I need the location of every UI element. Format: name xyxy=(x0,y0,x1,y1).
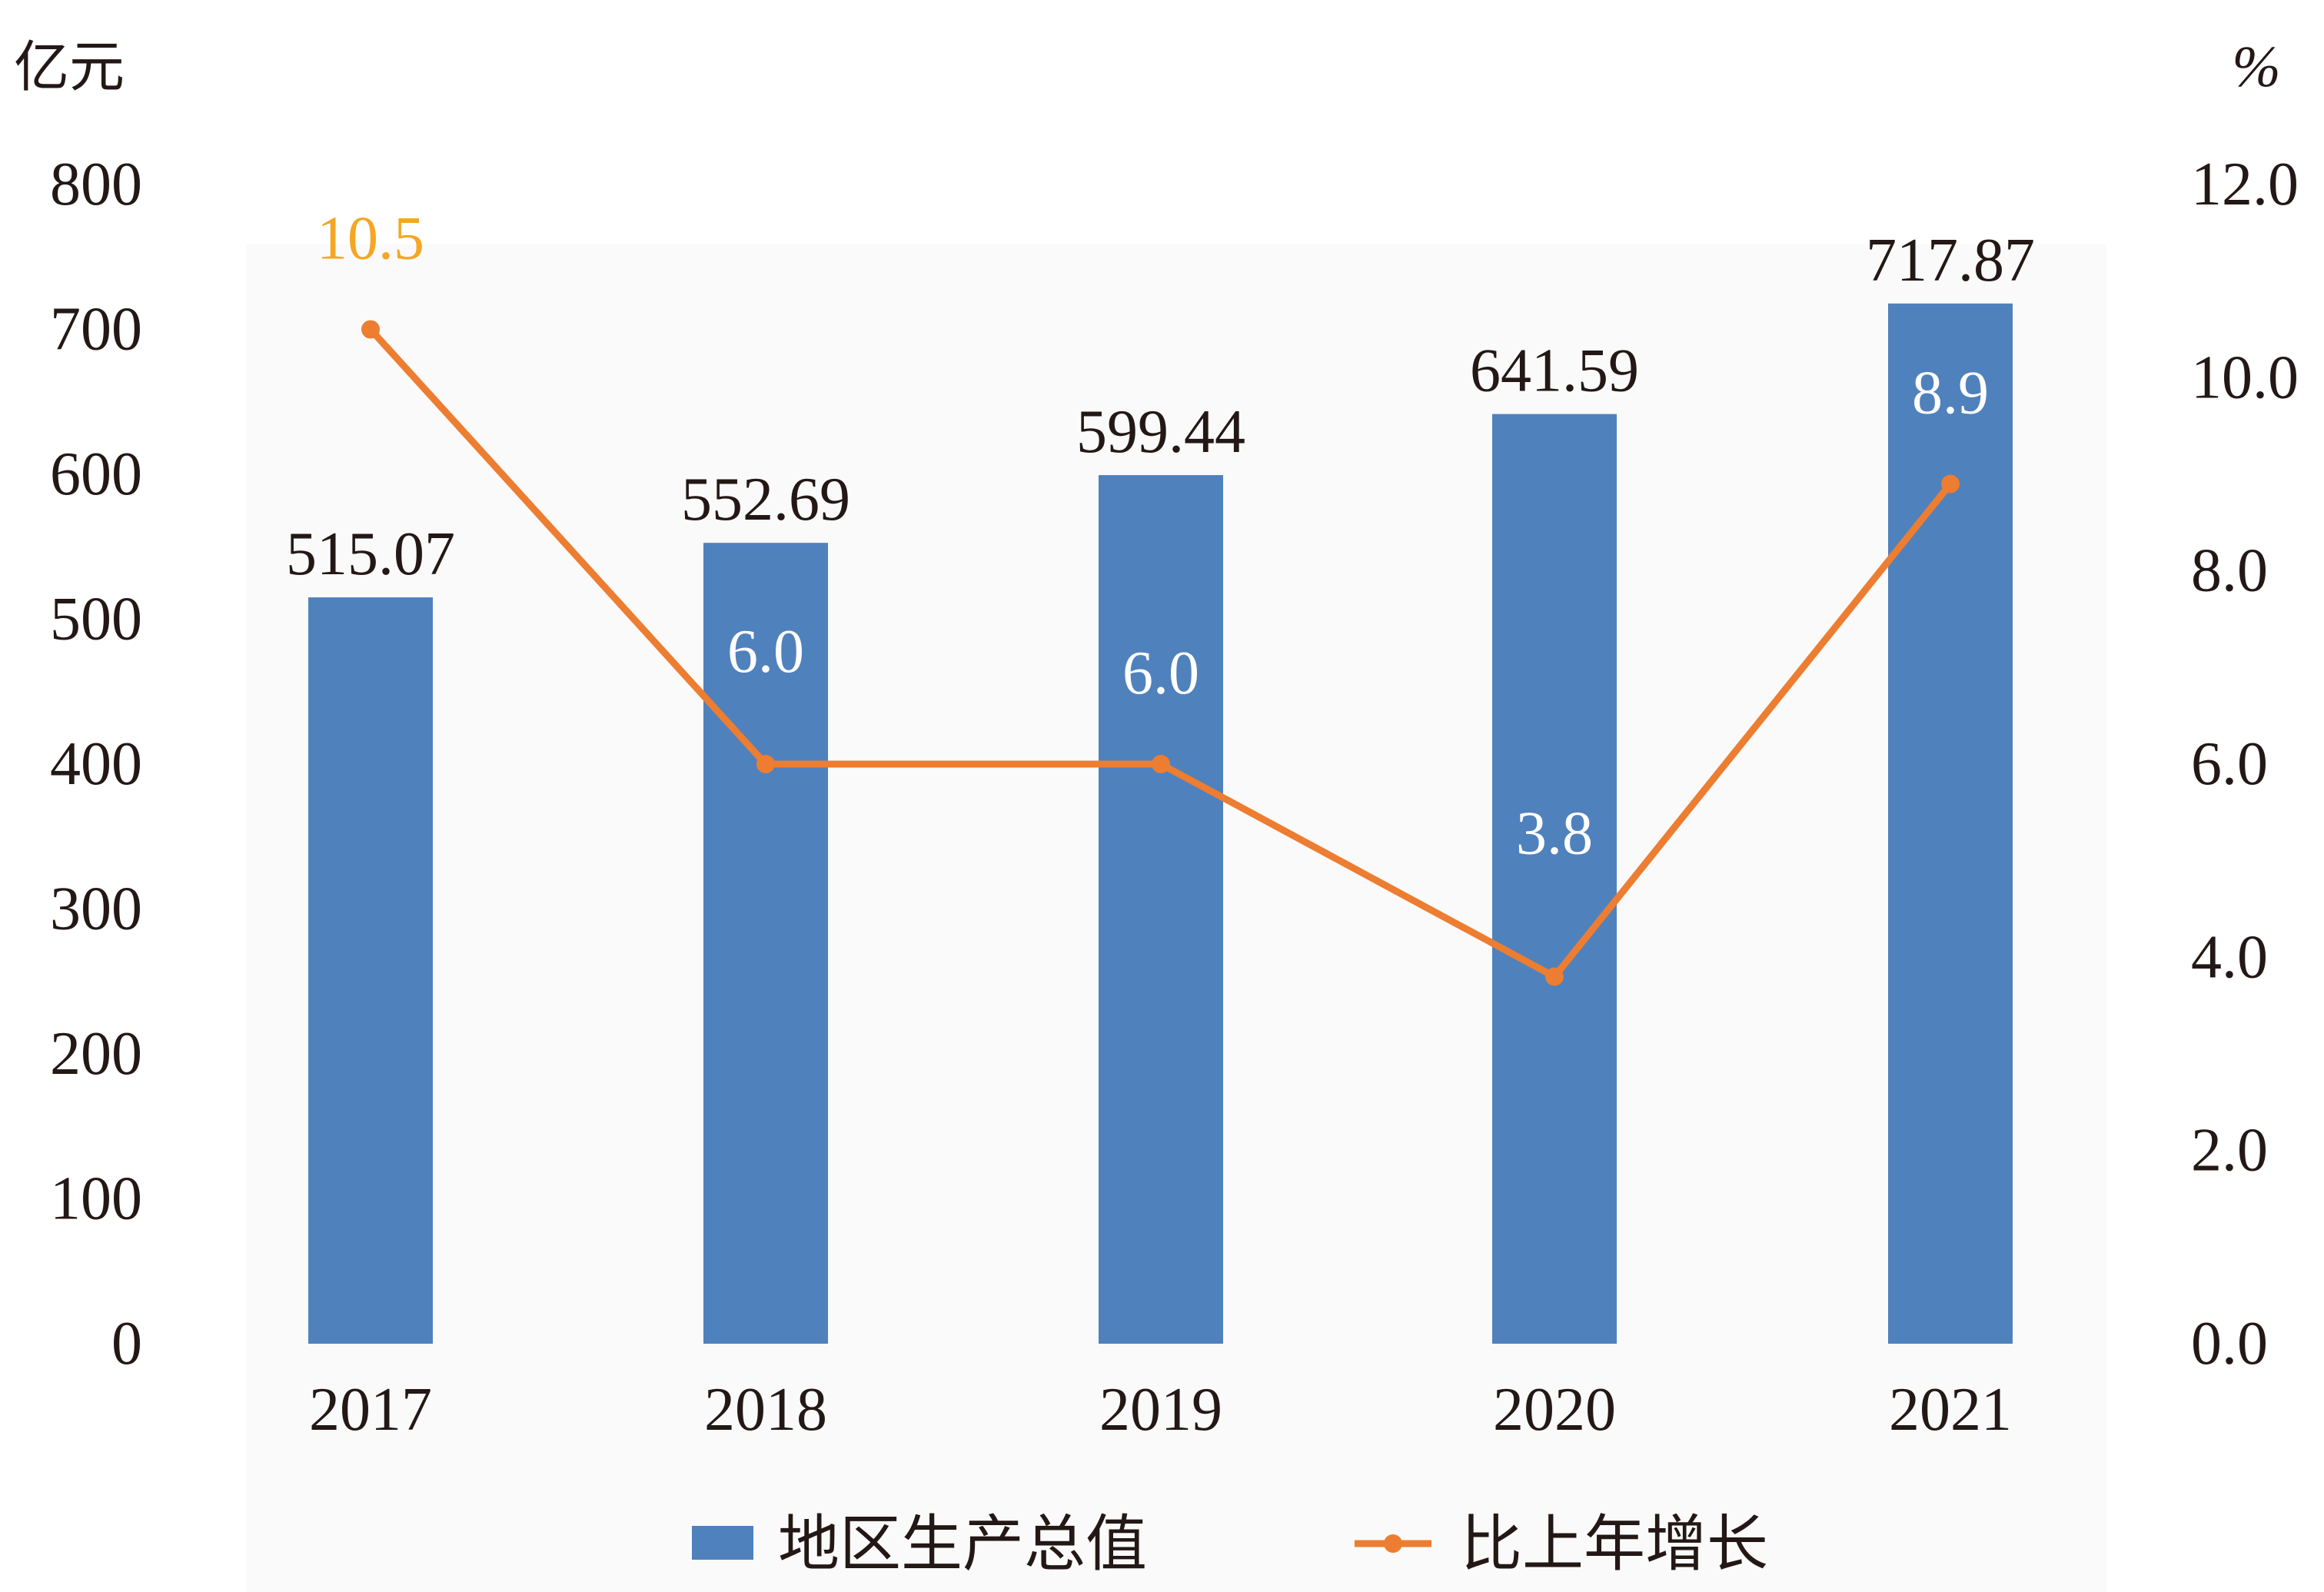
right-tick-label: 6.0 xyxy=(2191,730,2268,798)
left-axis-unit: 亿元 xyxy=(14,35,125,99)
left-tick-label: 200 xyxy=(50,1020,142,1088)
bar-value-label: 552.69 xyxy=(681,466,850,533)
left-tick-label: 400 xyxy=(50,730,142,798)
growth-point xyxy=(1152,755,1170,773)
legend-line-marker xyxy=(1384,1534,1402,1553)
right-tick-label: 2.0 xyxy=(2191,1117,2268,1185)
right-tick-label: 0.0 xyxy=(2191,1310,2268,1378)
right-tick-label: 10.0 xyxy=(2191,344,2299,411)
growth-value-label: 8.9 xyxy=(1912,360,1989,427)
left-axis-ticks: 0 100 200 300 400 500 600 700 800 xyxy=(50,151,142,1378)
x-tick-label: 2019 xyxy=(1099,1376,1222,1444)
x-tick-label: 2017 xyxy=(309,1376,432,1444)
left-tick-label: 0 xyxy=(111,1310,142,1378)
x-tick-label: 2018 xyxy=(704,1376,827,1444)
left-tick-label: 500 xyxy=(50,586,142,653)
growth-point xyxy=(1941,474,1960,494)
bar xyxy=(1888,303,2013,1344)
bar xyxy=(308,597,433,1344)
left-tick-label: 600 xyxy=(50,440,142,508)
growth-value-label: 6.0 xyxy=(1122,640,1199,707)
x-tick-label: 2020 xyxy=(1493,1376,1616,1444)
bar-value-label: 515.07 xyxy=(286,520,455,588)
growth-point xyxy=(1545,967,1564,986)
left-tick-label: 700 xyxy=(50,296,142,364)
bar-value-label: 599.44 xyxy=(1076,398,1245,466)
growth-point xyxy=(756,755,775,773)
bar xyxy=(1099,475,1223,1344)
growth-value-label: 3.8 xyxy=(1516,799,1593,867)
bar xyxy=(703,543,828,1344)
left-tick-label: 100 xyxy=(50,1165,142,1233)
right-tick-label: 4.0 xyxy=(2191,923,2268,991)
growth-value-label: 10.5 xyxy=(317,205,424,273)
right-tick-label: 12.0 xyxy=(2191,151,2299,218)
legend-bar-label: 地区生产总值 xyxy=(778,1508,1147,1580)
bar xyxy=(1492,414,1617,1344)
right-axis-ticks: 0.0 2.0 4.0 6.0 8.0 10.0 12.0 xyxy=(2191,151,2299,1378)
left-tick-label: 300 xyxy=(50,876,142,943)
left-tick-label: 800 xyxy=(50,151,142,218)
legend-line-label: 比上年增长 xyxy=(1461,1508,1768,1580)
x-tick-label: 2021 xyxy=(1889,1376,2012,1444)
bar-value-label: 717.87 xyxy=(1866,227,2035,294)
bar-series: 515.07 552.69 599.44 641.59 717.87 xyxy=(286,227,2035,1344)
right-tick-label: 8.0 xyxy=(2191,537,2268,605)
bar-value-label: 641.59 xyxy=(1470,337,1639,405)
x-axis-ticks: 2017 2018 2019 2020 2021 xyxy=(309,1376,2012,1444)
right-axis-unit: % xyxy=(2232,35,2280,99)
growth-value-label: 6.0 xyxy=(727,618,804,686)
legend: 地区生产总值 比上年增长 xyxy=(692,1508,1768,1580)
legend-bar-swatch xyxy=(692,1526,753,1560)
growth-point xyxy=(361,320,380,339)
line-series: 10.5 6.0 6.0 3.8 8.9 xyxy=(317,205,1989,986)
